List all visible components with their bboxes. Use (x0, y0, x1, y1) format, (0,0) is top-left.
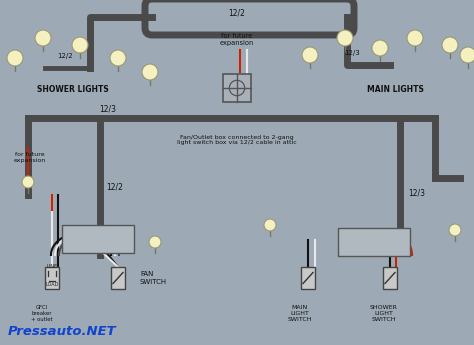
Circle shape (142, 64, 158, 80)
Text: SHOWER LIGHTS: SHOWER LIGHTS (37, 85, 109, 94)
Text: for future
expansion: for future expansion (14, 152, 46, 163)
Circle shape (35, 30, 51, 46)
Circle shape (22, 176, 34, 188)
Bar (45, 267, 59, 289)
Circle shape (442, 37, 458, 53)
Bar (62, 225, 134, 253)
Text: MAIN
LIGHT
SWITCH: MAIN LIGHT SWITCH (288, 305, 312, 322)
Text: LINE: LINE (46, 264, 57, 269)
Text: 12/3: 12/3 (344, 50, 360, 56)
Text: GFCI
breaker
+ outlet: GFCI breaker + outlet (31, 305, 53, 322)
Circle shape (449, 224, 461, 236)
Text: Fan/Outlet box connected to 2-gang
light switch box via 12/2 cable in attic: Fan/Outlet box connected to 2-gang light… (177, 135, 297, 145)
Text: LOAD: LOAD (46, 282, 59, 287)
Text: SHOWER
LIGHT
SWITCH: SHOWER LIGHT SWITCH (370, 305, 398, 322)
Circle shape (302, 47, 318, 63)
Circle shape (407, 30, 423, 46)
Text: 12/2: 12/2 (57, 53, 73, 59)
Circle shape (72, 37, 88, 53)
Text: 12/2: 12/2 (228, 9, 246, 18)
Circle shape (264, 219, 276, 231)
Text: 12/3: 12/3 (100, 104, 117, 113)
Circle shape (7, 50, 23, 66)
Text: 12/3: 12/3 (408, 188, 425, 197)
Text: for future
expansion: for future expansion (220, 33, 254, 47)
Circle shape (149, 236, 161, 248)
Bar (111, 267, 125, 289)
Circle shape (337, 30, 353, 46)
Bar (223, 74, 251, 102)
Text: FAN
SWITCH: FAN SWITCH (140, 272, 167, 285)
Circle shape (110, 50, 126, 66)
Bar (301, 267, 315, 289)
Text: Pressauto.NET: Pressauto.NET (8, 325, 117, 338)
Bar (338, 228, 410, 256)
Circle shape (372, 40, 388, 56)
Circle shape (460, 47, 474, 63)
Text: 12/2: 12/2 (106, 183, 123, 192)
Text: MAIN LIGHTS: MAIN LIGHTS (366, 85, 423, 94)
Bar (383, 267, 397, 289)
